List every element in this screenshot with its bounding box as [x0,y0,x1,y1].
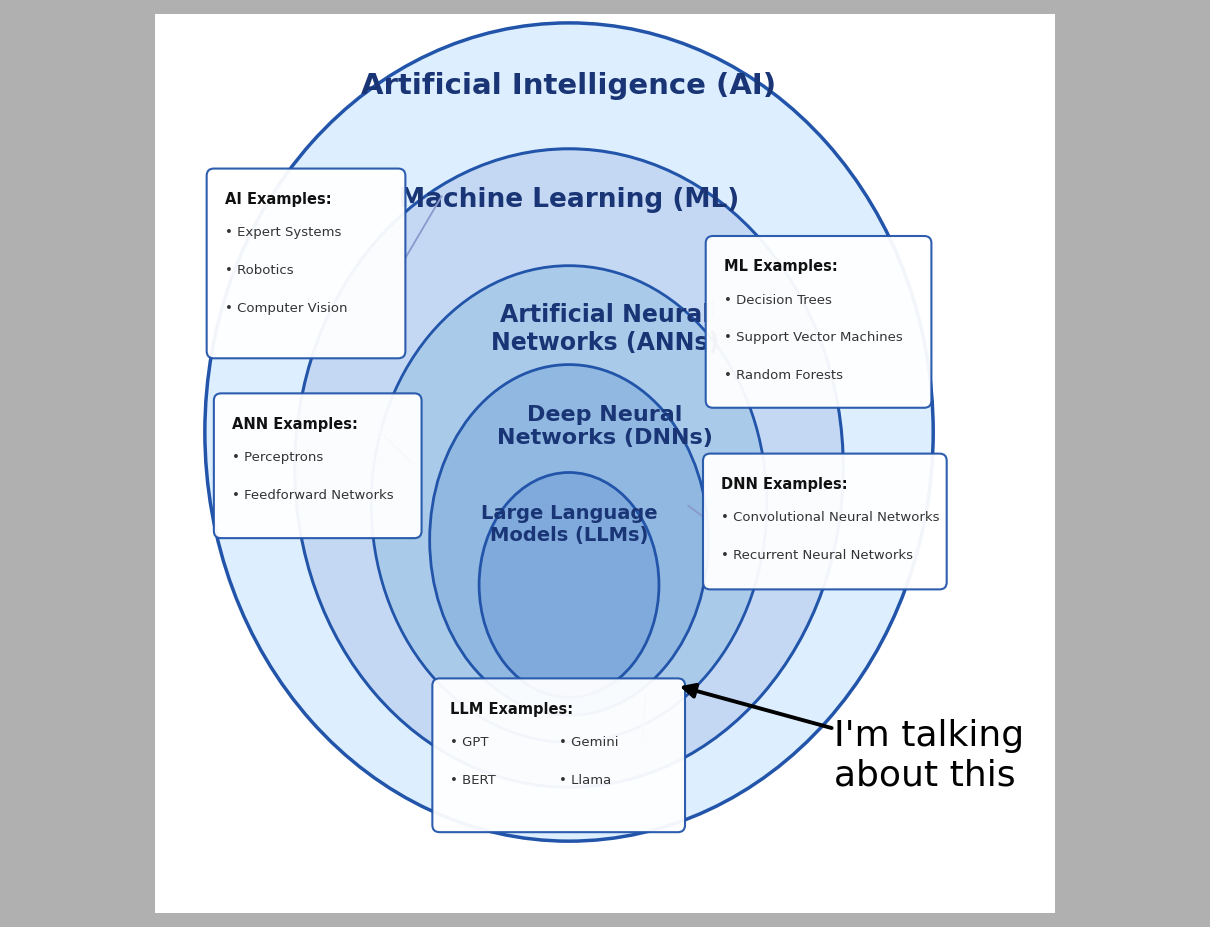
Text: • Feedforward Networks: • Feedforward Networks [232,489,393,502]
Ellipse shape [204,23,933,841]
Text: • Expert Systems: • Expert Systems [225,226,341,239]
Text: Machine Learning (ML): Machine Learning (ML) [399,186,739,212]
Text: Artificial Neural
Networks (ANNs): Artificial Neural Networks (ANNs) [491,303,719,355]
FancyBboxPatch shape [207,169,405,359]
FancyBboxPatch shape [432,679,685,832]
Text: DNN Examples:: DNN Examples: [721,477,848,492]
Text: • Random Forests: • Random Forests [724,369,842,382]
Text: LLM Examples:: LLM Examples: [450,702,574,717]
Text: I'm talking
about this: I'm talking about this [834,719,1025,793]
Text: • Computer Vision: • Computer Vision [225,301,347,314]
Ellipse shape [371,266,767,743]
FancyBboxPatch shape [703,453,946,590]
FancyBboxPatch shape [155,14,1055,913]
Text: • BERT: • BERT [450,774,496,787]
Text: • GPT: • GPT [450,736,489,749]
Text: • Llama: • Llama [559,774,611,787]
Text: Deep Neural
Networks (DNNs): Deep Neural Networks (DNNs) [497,405,713,449]
Text: • Decision Trees: • Decision Trees [724,294,831,307]
Text: AI Examples:: AI Examples: [225,192,332,207]
Text: Large Language
Models (LLMs): Large Language Models (LLMs) [480,504,657,545]
Text: • Robotics: • Robotics [225,264,293,277]
Ellipse shape [479,473,659,697]
Text: ML Examples:: ML Examples: [724,260,837,274]
FancyBboxPatch shape [705,236,932,408]
Text: • Recurrent Neural Networks: • Recurrent Neural Networks [721,549,914,562]
Text: • Perceptrons: • Perceptrons [232,451,323,464]
Text: • Convolutional Neural Networks: • Convolutional Neural Networks [721,511,939,524]
Text: Artificial Intelligence (AI): Artificial Intelligence (AI) [362,72,777,100]
Ellipse shape [295,149,843,787]
Text: • Support Vector Machines: • Support Vector Machines [724,331,903,344]
Ellipse shape [430,364,708,716]
Text: ANN Examples:: ANN Examples: [232,417,358,432]
FancyBboxPatch shape [214,393,421,539]
Text: • Gemini: • Gemini [559,736,618,749]
